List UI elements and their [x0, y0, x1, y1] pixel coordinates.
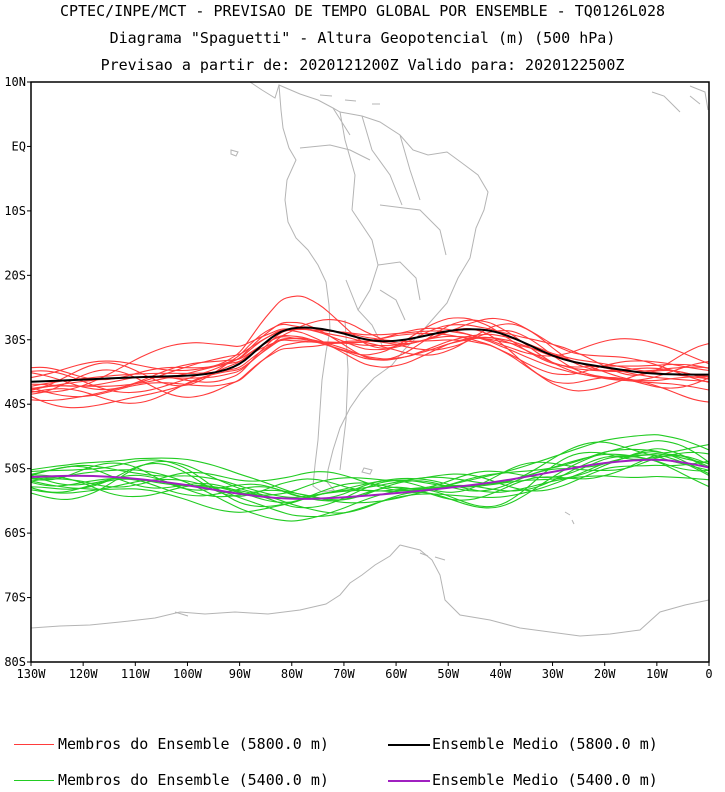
ensemble-member-line — [31, 455, 709, 501]
lat-tick-label: 60S — [4, 526, 26, 540]
legend-swatch-mean-5800 — [388, 744, 430, 746]
ensemble-member-line — [31, 448, 709, 500]
ensemble-mean-5800-line — [31, 326, 709, 383]
lon-tick-label: 120W — [69, 667, 99, 681]
title-line-1: CPTEC/INPE/MCT - PREVISAO DE TEMPO GLOBA… — [59, 2, 666, 20]
antarctic-islands — [174, 511, 575, 617]
ensemble-member-line — [31, 328, 709, 393]
ensemble-mean-5400-line — [31, 458, 709, 500]
lon-tick-label: 0 — [705, 667, 712, 681]
legend-swatch-members-5800 — [14, 744, 54, 745]
ensemble-member-line — [31, 327, 709, 398]
ensemble-member-line — [31, 332, 709, 409]
ensemble-member-line — [31, 317, 709, 383]
lat-tick-label: 80S — [4, 655, 26, 669]
south-america-coast — [278, 84, 489, 493]
ensemble-member-line — [31, 319, 709, 404]
lon-tick-label: 60W — [385, 667, 407, 681]
ensemble-mean-layer — [31, 326, 709, 500]
legend-label-members-5400: Membros do Ensemble (5400.0 m) — [58, 771, 329, 789]
ensemble-member-line — [31, 434, 709, 504]
lon-tick-label: 80W — [281, 667, 303, 681]
title-line-3: Previsao a partir de: 2020121200Z Valido… — [100, 56, 625, 74]
legend-swatch-mean-5400 — [388, 780, 430, 782]
spaghetti-map: 10N EQ 10S 20S 30S 40S 50S 60S 70S 80S 130W 120W 11… — [4, 75, 713, 681]
lat-tick-label: 10S — [4, 204, 26, 218]
ensemble-member-line — [31, 444, 709, 492]
central-america-coast — [249, 82, 280, 99]
latitude-axis: 10N EQ 10S 20S 30S 40S 50S 60S 70S 80S — [4, 75, 31, 669]
lat-tick-label: 50S — [4, 462, 26, 476]
ensemble-member-line — [31, 333, 709, 387]
legend-label-members-5800: Membros do Ensemble (5800.0 m) — [58, 735, 329, 753]
lon-tick-label: 50W — [437, 667, 459, 681]
legend-label-mean-5800: Ensemble Medio (5800.0 m) — [432, 735, 658, 753]
ensemble-member-line — [31, 329, 709, 390]
ensemble-member-line — [31, 440, 709, 514]
lon-tick-label: 30W — [542, 667, 564, 681]
title-line-2: Diagrama "Spaguetti" - Altura Geopotenci… — [109, 29, 616, 47]
coastline-layer — [31, 82, 709, 637]
country-borders — [299, 107, 447, 471]
ensemble-member-line — [31, 295, 709, 381]
lon-tick-label: 130W — [17, 667, 47, 681]
caribbean-islands — [319, 85, 709, 113]
ensemble-member-line — [31, 460, 709, 498]
lat-tick-label: 70S — [4, 591, 26, 605]
ensemble-member-line — [31, 454, 709, 518]
ensemble-member-line — [31, 475, 709, 513]
map-frame — [30, 81, 710, 663]
lon-tick-label: 10W — [646, 667, 668, 681]
members-5800-layer — [31, 295, 709, 409]
lon-tick-label: 70W — [333, 667, 355, 681]
falkland-islands — [361, 467, 373, 475]
ensemble-member-line — [31, 319, 709, 394]
lat-tick-label: 10N — [4, 75, 26, 89]
antarctic-coast — [31, 544, 709, 637]
ensemble-member-line — [31, 328, 709, 402]
longitude-axis: 130W 120W 110W 100W 90W 80W 70W 60W 50W 40W 30W 20W… — [17, 662, 713, 681]
lon-tick-label: 20W — [594, 667, 616, 681]
lat-tick-label: EQ — [12, 139, 26, 153]
lon-tick-label: 40W — [490, 667, 512, 681]
lon-tick-label: 110W — [121, 667, 151, 681]
members-5400-layer — [31, 434, 709, 522]
legend-swatch-members-5400 — [14, 780, 54, 781]
legend-label-mean-5400: Ensemble Medio (5400.0 m) — [432, 771, 658, 789]
lon-tick-label: 100W — [173, 667, 203, 681]
lat-tick-label: 40S — [4, 397, 26, 411]
lat-tick-label: 20S — [4, 268, 26, 282]
lon-tick-label: 90W — [229, 667, 251, 681]
ensemble-member-line — [31, 453, 709, 522]
lat-tick-label: 30S — [4, 333, 26, 347]
galapagos-islands — [230, 149, 239, 157]
